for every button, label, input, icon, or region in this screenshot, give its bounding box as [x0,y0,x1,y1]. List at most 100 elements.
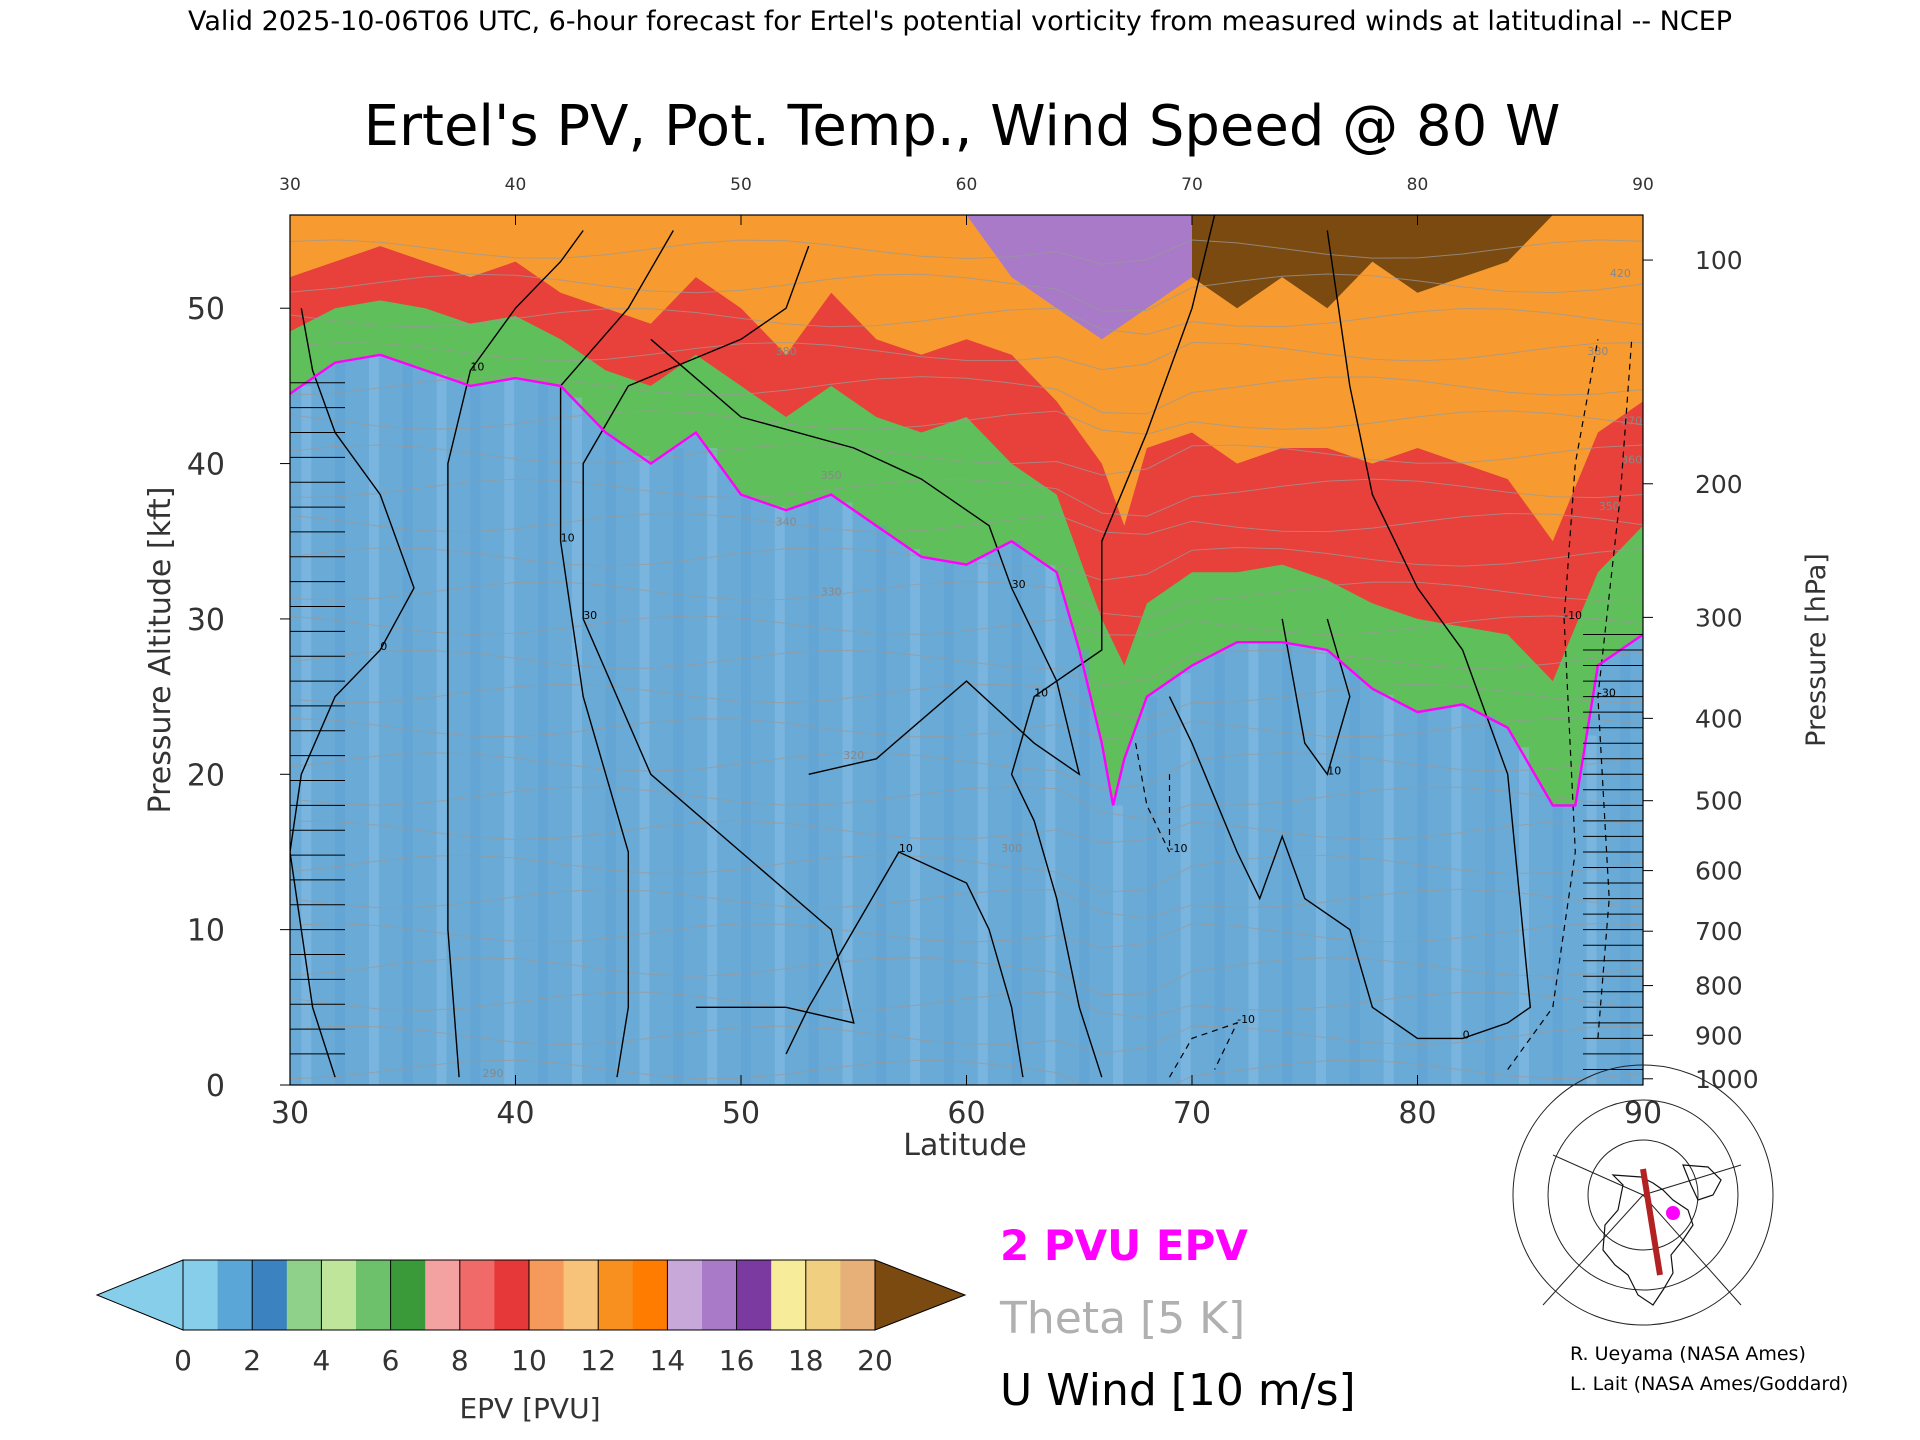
u-wind-negative-label: -30 [1598,687,1616,700]
pv-streak [368,356,379,1085]
x-tick-label-top: 80 [1407,175,1429,195]
theta-contour-line [290,854,1643,893]
x-tick-label-top: 30 [279,175,301,195]
x-tick-label-top: 90 [1632,175,1654,195]
theta-label: 300 [1001,842,1022,855]
u-wind-label: 10 [899,842,913,855]
y-axis-left-label: Pressure Altitude [kft] [143,487,178,814]
theta-contour-line [290,239,1643,265]
pv-2pvu-contour [290,353,1643,807]
theta-contour-line [290,649,1643,686]
colorbar-swatch [736,1260,772,1330]
pv-streak [1180,673,1191,1085]
colorbar-swatch [459,1260,495,1330]
theta-contour-line [290,717,1643,739]
x-tick-label-top: 70 [1181,175,1203,195]
colorbar-swatch [771,1260,807,1330]
pv-streak [1451,706,1462,1085]
pv-streak [301,385,312,1085]
pv-streak [1383,694,1394,1085]
colorbar-under-arrow [95,1259,184,1331]
colorbar-swatch [183,1260,219,1330]
theta-contour-line [290,752,1643,790]
map-cross-section-track [1640,1168,1663,1276]
pv-streak [1146,696,1157,1085]
y-tick-label-right: 700 [1695,917,1743,946]
u-wind-label: 30 [583,609,597,622]
pv-band-purple [966,215,1192,340]
theta-label: 350 [821,469,842,482]
map-coastline-north-america [1602,1174,1694,1306]
colorbar-tick-label: 14 [650,1344,686,1377]
x-tick-label-top: 60 [956,175,978,195]
x-axis-top: 30 40 50 60 70 80 90 [279,175,1654,225]
theta-contour-line [290,581,1643,619]
y-tick-label-right: 100 [1695,246,1743,275]
map-graticule-outer [1512,1064,1774,1326]
pv-streak [538,382,548,1085]
colorbar-swatch [494,1260,530,1330]
y-axis-right-label: Pressure [hPa] [1801,553,1832,747]
colorbar-swatch [390,1260,426,1330]
colorbar-swatch [667,1260,703,1330]
theta-contour-line [290,786,1643,820]
pv-streak [1214,653,1225,1085]
colorbar: 0 2 4 6 8 10 12 14 16 18 20 [95,1259,967,1377]
pv-streak [1485,716,1496,1085]
pv-streak [1417,712,1428,1085]
colorbar-swatch [840,1260,876,1330]
u-wind-contour [559,230,674,1078]
u-wind-negative-contour [1135,743,1171,853]
pv-streak [774,506,785,1085]
chart-title: Ertel's PV, Pot. Temp., Wind Speed @ 80 … [364,94,1561,159]
u-wind-label: 0 [1463,1028,1470,1041]
u-wind-label: 10 [1034,687,1048,700]
u-wind-label: 10 [1327,764,1341,777]
pv-streak [1552,805,1563,1085]
colorbar-tick-label: 16 [719,1344,755,1377]
u-wind-negative-label: -10 [1237,1013,1255,1026]
theta-label: 380 [776,345,797,358]
pv-streak [470,385,481,1085]
theta-contour-line [290,512,1643,535]
theta-contour-line [290,444,1643,476]
y-tick-label-right: 1000 [1695,1065,1759,1094]
left-right-tick-marks [290,382,1643,1070]
colorbar-swatch [286,1260,322,1330]
u-wind-contour [650,338,1081,776]
pv-streak [910,549,921,1085]
theta-contour-line [290,1025,1643,1054]
pv-streak [1349,669,1360,1085]
colorbar-label: EPV [PVU] [459,1392,600,1425]
colorbar-swatch [252,1260,288,1330]
pv-streak [1045,564,1056,1085]
x-axis-bottom: 30 40 50 60 70 80 90 [271,1075,1662,1131]
legend-pv: 2 PVU EPV [1000,1221,1248,1270]
y-tick-label-right: 800 [1695,972,1743,1001]
pv-streak [1011,541,1022,1085]
theta-label: 330 [821,586,842,599]
u-wind-contour [290,308,415,1078]
theta-label: 380 [1587,345,1608,358]
credit-line-1: R. Ueyama (NASA Ames) [1570,1343,1806,1365]
u-wind-contour [582,245,855,1024]
theta-contour-line [290,1059,1643,1085]
colorbar-swatch [598,1260,634,1330]
theta-label: 420 [1610,267,1631,280]
u-wind-contour [447,230,584,1078]
colorbar-swatch [632,1260,668,1330]
pv-streak [808,502,819,1085]
pv-streak [1113,805,1124,1085]
u-wind-label: 0 [380,640,387,653]
theta-label: 290 [482,1067,503,1080]
y-tick-label-left: 50 [187,292,225,327]
legend-wind: U Wind [10 m/s] [1000,1365,1356,1416]
theta-contour-line [290,991,1643,1019]
theta-contour-line [290,546,1643,581]
u-wind-negative-label: -10 [1170,842,1188,855]
theta-contour-line [290,615,1643,636]
pv-streak [673,448,684,1085]
colorbar-swatch [356,1260,392,1330]
